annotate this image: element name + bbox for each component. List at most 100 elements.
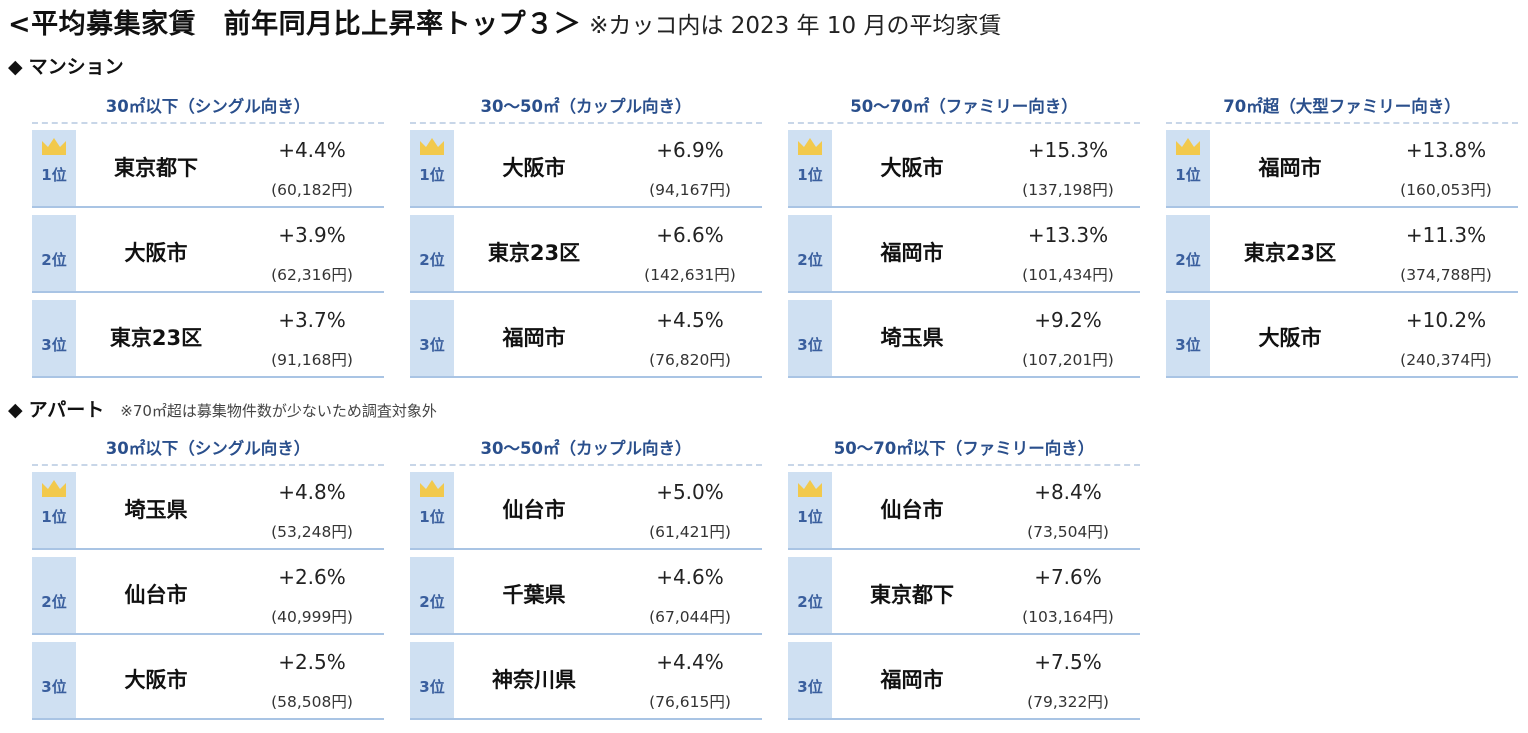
ranking-column: 30～50㎡（カップル向き） 1位 仙台市 +5.0% (61,421円) 2位 千葉県 +4… xyxy=(410,434,762,727)
city-name: 仙台市 xyxy=(502,498,566,522)
average-rent: (101,434円) xyxy=(1022,266,1114,284)
change-rate: +4.8% xyxy=(278,480,346,504)
city-name: 東京都下 xyxy=(114,156,198,180)
crown-icon xyxy=(40,136,68,156)
crown-icon xyxy=(418,478,446,498)
rank-label: 2位 xyxy=(1175,251,1201,269)
rank-label: 2位 xyxy=(419,251,445,269)
change-rate: +5.0% xyxy=(656,480,724,504)
city-name: 福岡市 xyxy=(880,668,944,692)
change-rate: +13.8% xyxy=(1405,138,1487,162)
average-rent: (76,615円) xyxy=(649,693,731,711)
average-rent: (94,167円) xyxy=(649,181,731,199)
ranking-column: 50～70㎡以下（ファミリー向き） 1位 仙台市 +8.4% (73,504円) 2位 東京… xyxy=(788,434,1140,727)
rank-cell: 3位 xyxy=(32,642,76,718)
crown-icon xyxy=(1174,136,1202,156)
change-rate: +15.3% xyxy=(1027,138,1109,162)
title-note: ※カッコ内は 2023 年 10 月の平均家賃 xyxy=(589,13,1002,39)
ranking-row: 2位 東京23区 +6.6% (142,631円) xyxy=(410,215,762,293)
change-rate: +7.6% xyxy=(1034,565,1102,589)
column-header: 30～50㎡（カップル向き） xyxy=(410,434,762,466)
rank-cell: 2位 xyxy=(410,215,454,291)
ranking-row: 1位 東京都下 +4.4% (60,182円) xyxy=(32,130,384,208)
rank-cell: 1位 xyxy=(788,130,832,206)
average-rent: (40,999円) xyxy=(271,608,353,626)
average-rent: (137,198円) xyxy=(1022,181,1114,199)
rank-label: 2位 xyxy=(41,251,67,269)
rank-cell: 2位 xyxy=(788,215,832,291)
rank-cell: 1位 xyxy=(32,130,76,206)
rank-label: 3位 xyxy=(797,336,823,354)
ranking-row: 3位 福岡市 +7.5% (79,322円) xyxy=(788,642,1140,720)
average-rent: (62,316円) xyxy=(271,266,353,284)
rank-label: 3位 xyxy=(419,336,445,354)
ranking-column: 70㎡超（大型ファミリー向き） 1位 福岡市 +13.8% (160,053円) 2位 東京… xyxy=(1166,92,1518,385)
rank-cell: 3位 xyxy=(1166,300,1210,376)
ranking-rows: 1位 東京都下 +4.4% (60,182円) 2位 大阪市 +3.9% (62,316円) 3… xyxy=(32,130,384,378)
rank-cell: 1位 xyxy=(1166,130,1210,206)
ranking-row: 1位 大阪市 +15.3% (137,198円) xyxy=(788,130,1140,208)
average-rent: (60,182円) xyxy=(271,181,353,199)
crown-icon xyxy=(40,478,68,498)
rank-label: 3位 xyxy=(41,336,67,354)
column-header: 50～70㎡以下（ファミリー向き） xyxy=(788,434,1140,466)
change-rate: +6.6% xyxy=(656,223,724,247)
city-name: 大阪市 xyxy=(1258,326,1322,350)
average-rent: (79,322円) xyxy=(1027,693,1109,711)
ranking-row: 1位 仙台市 +8.4% (73,504円) xyxy=(788,472,1140,550)
change-rate: +3.9% xyxy=(278,223,346,247)
ranking-rows: 1位 福岡市 +13.8% (160,053円) 2位 東京23区 +11.3% (374,7… xyxy=(1166,130,1518,378)
rank-label: 1位 xyxy=(797,508,823,526)
change-rate: +2.5% xyxy=(278,650,346,674)
ranking-row: 3位 神奈川県 +4.4% (76,615円) xyxy=(410,642,762,720)
rank-label: 1位 xyxy=(1175,166,1201,184)
ranking-row: 1位 埼玉県 +4.8% (53,248円) xyxy=(32,472,384,550)
change-rate: +6.9% xyxy=(656,138,724,162)
average-rent: (67,044円) xyxy=(649,608,731,626)
change-rate: +7.5% xyxy=(1034,650,1102,674)
page-title: <平均募集家賃 前年同月比上昇率トップ３＞ ※カッコ内は 2023 年 10 月… xyxy=(8,2,1001,42)
average-rent: (73,504円) xyxy=(1027,523,1109,541)
change-rate: +3.7% xyxy=(278,308,346,332)
rank-cell: 2位 xyxy=(1166,215,1210,291)
rank-cell: 3位 xyxy=(32,300,76,376)
average-rent: (91,168円) xyxy=(271,351,353,369)
change-rate: +4.6% xyxy=(656,565,724,589)
city-name: 大阪市 xyxy=(880,156,944,180)
average-rent: (61,421円) xyxy=(649,523,731,541)
ranking-rows: 1位 仙台市 +8.4% (73,504円) 2位 東京都下 +7.6% (103,164円)… xyxy=(788,472,1140,720)
ranking-rows: 1位 大阪市 +15.3% (137,198円) 2位 福岡市 +13.3% (101,434… xyxy=(788,130,1140,378)
rank-cell: 3位 xyxy=(410,642,454,718)
column-header: 30㎡以下（シングル向き） xyxy=(32,434,384,466)
average-rent: (240,374円) xyxy=(1400,351,1492,369)
rank-label: 1位 xyxy=(41,166,67,184)
city-name: 埼玉県 xyxy=(880,326,944,350)
city-name: 埼玉県 xyxy=(124,498,188,522)
city-name: 福岡市 xyxy=(502,326,566,350)
rank-label: 1位 xyxy=(41,508,67,526)
change-rate: +2.6% xyxy=(278,565,346,589)
rank-cell: 1位 xyxy=(32,472,76,548)
section-note: ※70㎡超は募集物件数が少ないため調査対象外 xyxy=(120,402,437,420)
change-rate: +4.5% xyxy=(656,308,724,332)
city-name: 東京23区 xyxy=(109,326,203,350)
ranking-row: 2位 千葉県 +4.6% (67,044円) xyxy=(410,557,762,635)
ranking-row: 3位 大阪市 +10.2% (240,374円) xyxy=(1166,300,1518,378)
rank-label: 3位 xyxy=(797,678,823,696)
rank-cell: 1位 xyxy=(788,472,832,548)
city-name: 大阪市 xyxy=(124,241,188,265)
ranking-row: 2位 東京23区 +11.3% (374,788円) xyxy=(1166,215,1518,293)
city-name: 東京23区 xyxy=(487,241,581,265)
diamond-bullet-icon: ◆ xyxy=(8,399,23,421)
average-rent: (53,248円) xyxy=(271,523,353,541)
rank-label: 3位 xyxy=(41,678,67,696)
rank-label: 2位 xyxy=(419,593,445,611)
column-header: 30㎡以下（シングル向き） xyxy=(32,92,384,124)
rank-label: 2位 xyxy=(41,593,67,611)
rank-label: 2位 xyxy=(797,593,823,611)
change-rate: +13.3% xyxy=(1027,223,1109,247)
average-rent: (58,508円) xyxy=(271,693,353,711)
city-name: 福岡市 xyxy=(1258,156,1322,180)
average-rent: (107,201円) xyxy=(1022,351,1114,369)
change-rate: +10.2% xyxy=(1405,308,1487,332)
